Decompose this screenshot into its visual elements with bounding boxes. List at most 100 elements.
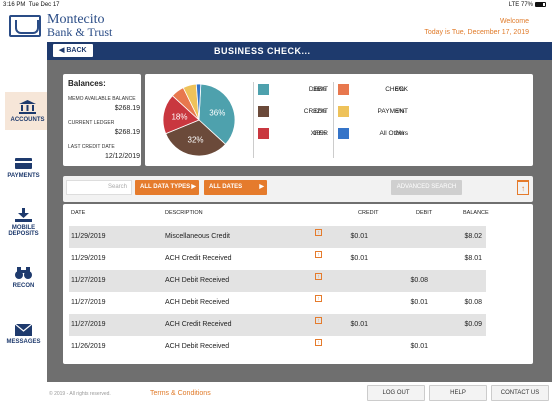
envelope-icon: [15, 323, 32, 336]
pie-slice-debit: [198, 83, 236, 145]
row-debit: $0.01: [410, 343, 428, 350]
pie-chart: 36% 32% 18%: [162, 83, 236, 157]
app-header: Montecito Bank & Trust Welcome Today is …: [0, 10, 552, 41]
legend-item: DEBIT 36%: [145, 84, 533, 96]
row-date: 11/27/2019: [71, 277, 106, 284]
legend-name: XFER: [310, 130, 328, 137]
main-panel: Balances: MEMO AVAILABLE BALANCE $268.19…: [47, 60, 552, 382]
binoculars-icon: [15, 267, 32, 279]
caret-right-icon: ▶: [259, 184, 264, 190]
legend-swatch: [338, 106, 349, 117]
table-row[interactable]: 11/27/2019 ACH Debit Received ↑ $0.01 $0.08: [69, 292, 486, 314]
all-dates-dropdown[interactable]: ALL DATES ▶: [204, 180, 267, 195]
memo-available-balance: MEMO AVAILABLE BALANCE $268.19: [68, 96, 140, 112]
col-debit: DEBIT: [416, 210, 433, 216]
legend-name: All Others: [379, 130, 408, 137]
row-date: 11/29/2019: [71, 255, 106, 262]
details-icon[interactable]: ↑: [315, 339, 322, 346]
legend-item: CHECK 6%: [145, 84, 533, 96]
legend-percent: 36%: [313, 86, 327, 93]
sidebar-item-mobile-deposits[interactable]: MOBILE DEPOSITS: [0, 208, 47, 237]
row-description: ACH Credit Received: [165, 255, 232, 262]
sidebar: ACCOUNTS PAYMENTS MOBILE DEPOSITS RECON …: [0, 60, 50, 414]
logout-button[interactable]: LOG OUT: [367, 385, 425, 401]
sidebar-item-accounts[interactable]: ACCOUNTS: [5, 92, 50, 130]
legend-percent: 32%: [313, 108, 327, 115]
status-indicators: LTE 77%: [509, 0, 546, 10]
all-data-types-dropdown[interactable]: ALL DATA TYPES ▶: [135, 180, 199, 195]
table-row[interactable]: 11/27/2019 ACH Credit Received ↑ $0.01 $0.09: [69, 314, 486, 336]
legend-percent: 2%: [395, 130, 405, 137]
bank-logo-icon: [9, 15, 41, 37]
row-description: ACH Debit Received: [165, 343, 230, 350]
help-button[interactable]: HELP: [429, 385, 487, 401]
page-title: BUSINESS CHECK...: [214, 46, 311, 56]
sidebar-item-messages[interactable]: MESSAGES: [0, 322, 47, 345]
export-icon[interactable]: ↑: [517, 180, 529, 195]
details-icon[interactable]: ↑: [315, 295, 322, 302]
col-description: DESCRIPTION: [165, 210, 203, 216]
table-row[interactable]: 11/29/2019 ACH Credit Received ↑ $0.01 $8.01: [69, 248, 486, 270]
download-icon: [15, 208, 32, 222]
legend-item: CREDIT 32%: [145, 106, 533, 118]
col-balance: BALANCE: [463, 210, 489, 216]
row-credit: $0.01: [350, 233, 368, 240]
row-description: Miscellaneous Credit: [165, 233, 230, 240]
legend-percent: 18%: [313, 130, 327, 137]
footer: © 2019 - All rights reserved. Terms & Co…: [47, 382, 552, 414]
legend-name: PAYMENT: [377, 108, 408, 115]
row-balance: $0.08: [464, 299, 482, 306]
table-row[interactable]: 11/26/2019 ACH Debit Received ↑ $0.01: [69, 336, 486, 358]
row-balance: $8.01: [464, 255, 482, 262]
copyright-text: © 2019 - All rights reserved.: [49, 391, 111, 397]
legend-item: XFER 18%: [145, 128, 533, 140]
battery-icon: [535, 1, 546, 7]
details-icon[interactable]: ↑: [315, 251, 322, 258]
balances-title: Balances:: [68, 79, 106, 88]
row-balance: $0.09: [464, 321, 482, 328]
col-date: DATE: [71, 210, 86, 216]
legend-percent: 6%: [395, 86, 405, 93]
search-input[interactable]: Search: [66, 180, 132, 195]
legend-item: All Others 2%: [145, 128, 533, 140]
row-description: ACH Debit Received: [165, 299, 230, 306]
table-row[interactable]: 11/27/2019 ACH Debit Received ↑ $0.08: [69, 270, 486, 292]
details-icon[interactable]: ↑: [315, 317, 322, 324]
bank-logo-text: Montecito Bank & Trust: [47, 12, 113, 39]
pie-slice-label: 18%: [171, 113, 187, 122]
col-credit: CREDIT: [358, 210, 379, 216]
legend-name: CHECK: [385, 86, 408, 93]
caret-right-icon: ▶: [191, 184, 196, 190]
status-time: 3:16 PM Tue Dec 17: [3, 2, 60, 8]
card-icon: [15, 158, 32, 169]
transaction-type-chart: 36% 32% 18% DEBIT 36% CREDIT 32% XFER 18% CHECK 6…: [145, 74, 533, 166]
welcome-message: Welcome Today is Tue, December 17, 2019: [424, 18, 529, 36]
sidebar-item-payments[interactable]: PAYMENTS: [0, 156, 47, 179]
advanced-search-button[interactable]: ADVANCED SEARCH: [391, 180, 462, 195]
row-credit: $0.01: [350, 321, 368, 328]
row-date: 11/27/2019: [71, 299, 106, 306]
details-icon[interactable]: ↑: [315, 229, 322, 236]
table-row[interactable]: 11/29/2019 Miscellaneous Credit ↑ $0.01 $8.0…: [69, 226, 486, 248]
legend-name: DEBIT: [308, 86, 328, 93]
pie-slice-label: 32%: [188, 135, 204, 144]
pie-slice-xfer: [162, 95, 200, 135]
legend-swatch: [338, 84, 349, 95]
contact-us-button[interactable]: CONTACT US: [491, 385, 549, 401]
legend-percent: 6%: [395, 108, 405, 115]
sidebar-item-recon[interactable]: RECON: [0, 266, 47, 289]
last-credit-date: LAST CREDIT DATE 12/12/2019: [68, 144, 140, 160]
legend-swatch: [258, 128, 269, 139]
back-button[interactable]: ◀ BACK: [53, 44, 93, 57]
terms-link[interactable]: Terms & Conditions: [150, 390, 211, 397]
nav-bar: ◀ BACK BUSINESS CHECK...: [47, 42, 552, 60]
pie-slice-all-others: [195, 83, 202, 121]
row-description: ACH Debit Received: [165, 277, 230, 284]
pie-slice-label: 36%: [209, 108, 225, 117]
legend-swatch: [258, 84, 269, 95]
filter-toolbar: Search ALL DATA TYPES ▶ ALL DATES ▶ ADVANC…: [63, 176, 533, 202]
legend-item: PAYMENT 6%: [145, 106, 533, 118]
status-bar: 3:16 PM Tue Dec 17 LTE 77%: [0, 0, 552, 10]
bank-icon: [19, 100, 36, 114]
details-icon[interactable]: ↑: [315, 273, 322, 280]
